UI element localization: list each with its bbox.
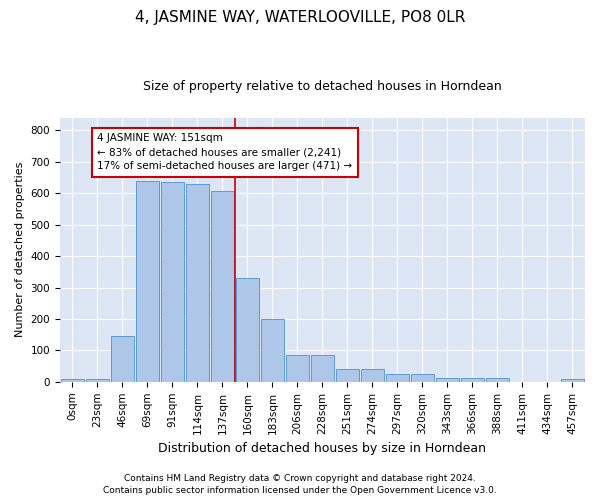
Text: Contains HM Land Registry data © Crown copyright and database right 2024.
Contai: Contains HM Land Registry data © Crown c… <box>103 474 497 495</box>
Bar <box>161 182 184 382</box>
Y-axis label: Number of detached properties: Number of detached properties <box>15 162 25 338</box>
Bar <box>386 374 409 382</box>
Bar <box>186 184 209 382</box>
Bar <box>486 378 509 382</box>
Bar <box>561 380 584 382</box>
Bar <box>436 378 459 382</box>
Bar <box>86 380 109 382</box>
Bar <box>286 355 308 382</box>
Bar <box>411 374 434 382</box>
Bar <box>461 378 484 382</box>
Bar <box>236 278 259 382</box>
Bar <box>211 191 233 382</box>
X-axis label: Distribution of detached houses by size in Horndean: Distribution of detached houses by size … <box>158 442 487 455</box>
Bar <box>361 369 384 382</box>
Title: Size of property relative to detached houses in Horndean: Size of property relative to detached ho… <box>143 80 502 93</box>
Text: 4, JASMINE WAY, WATERLOOVILLE, PO8 0LR: 4, JASMINE WAY, WATERLOOVILLE, PO8 0LR <box>135 10 465 25</box>
Bar <box>261 319 284 382</box>
Bar <box>336 369 359 382</box>
Bar <box>311 355 334 382</box>
Bar <box>61 380 83 382</box>
Bar <box>111 336 134 382</box>
Bar <box>136 180 158 382</box>
Text: 4 JASMINE WAY: 151sqm
← 83% of detached houses are smaller (2,241)
17% of semi-d: 4 JASMINE WAY: 151sqm ← 83% of detached … <box>97 134 353 172</box>
